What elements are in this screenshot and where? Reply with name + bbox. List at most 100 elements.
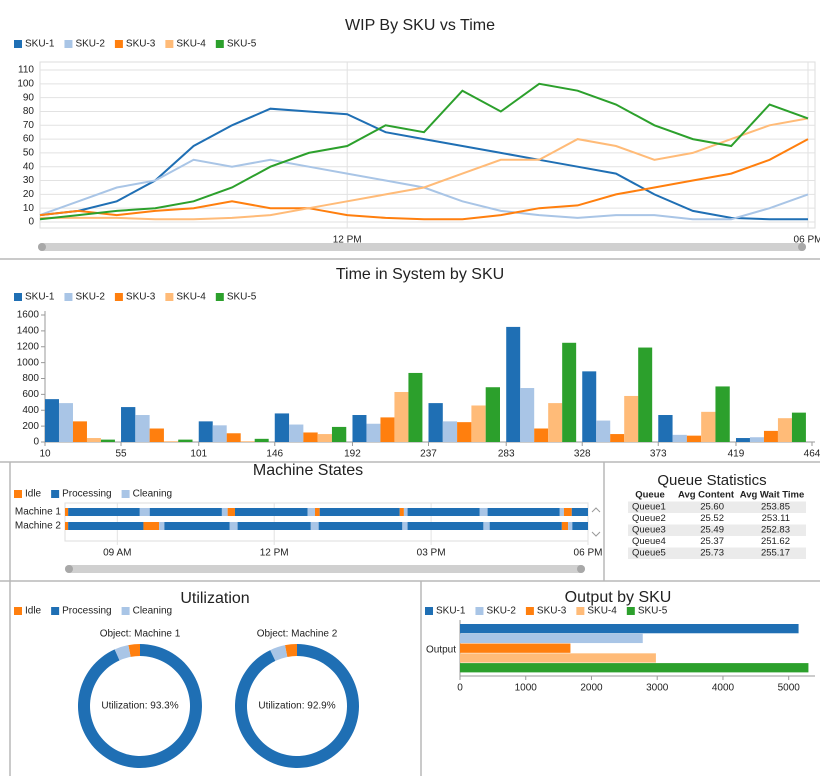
x-tick-label: 101 <box>190 449 207 460</box>
state-segment <box>489 522 562 530</box>
legend-swatch <box>114 40 123 48</box>
table-cell: 252.83 <box>761 525 790 536</box>
table-cell: Queue3 <box>632 525 666 536</box>
bar <box>460 633 643 644</box>
state-segment <box>65 508 69 516</box>
bar <box>735 438 750 442</box>
scrollbar-track <box>38 243 806 251</box>
x-tick-label: 419 <box>728 449 745 460</box>
x-tick-label: 4000 <box>712 683 735 694</box>
bar <box>520 388 535 442</box>
bar <box>86 438 101 442</box>
table-cell: 253.85 <box>761 502 790 513</box>
legend-label: SKU-4 <box>176 39 206 50</box>
table-header: Avg Content <box>678 490 735 501</box>
bar <box>460 643 571 653</box>
bar <box>317 434 332 442</box>
pie-center-label: Utilization: 93.3% <box>101 701 178 712</box>
y-tick-label: 1000 <box>17 357 40 368</box>
state-segment <box>571 508 588 516</box>
legend-label: SKU-4 <box>176 292 206 303</box>
table-header: Queue <box>635 490 665 501</box>
bar <box>749 437 764 442</box>
bar <box>562 342 577 442</box>
bar <box>701 411 716 442</box>
legend-label: Cleaning <box>133 489 172 500</box>
bar <box>534 428 549 442</box>
legend-label: SKU-1 <box>25 292 55 303</box>
legend-swatch <box>14 40 22 48</box>
x-tick-label: 0 <box>457 683 463 694</box>
x-tick-label: 55 <box>115 449 127 460</box>
table-cell: Queue4 <box>632 536 666 547</box>
state-segment <box>402 522 408 530</box>
legend-label: Idle <box>25 606 42 617</box>
legend-swatch <box>114 293 123 301</box>
bar <box>178 439 193 442</box>
y-tick-label: 10 <box>23 203 35 214</box>
legend-swatch <box>51 607 60 615</box>
legend-label: Processing <box>62 606 111 617</box>
bar <box>198 421 213 442</box>
state-segment <box>234 508 308 516</box>
bar <box>506 326 521 442</box>
table-row <box>628 501 806 513</box>
y-tick-label: 200 <box>22 421 39 432</box>
bar <box>72 421 87 442</box>
bar <box>457 422 472 442</box>
state-segment <box>559 508 564 516</box>
x-tick-label: 12 PM <box>260 548 289 559</box>
y-tick-label: 400 <box>22 405 39 416</box>
state-segment <box>314 508 320 516</box>
bar <box>548 403 563 442</box>
state-segment <box>407 508 480 516</box>
series-line <box>40 117 809 221</box>
state-segment <box>572 522 588 530</box>
x-tick-label: 10 <box>39 449 51 460</box>
bar <box>58 403 73 442</box>
bar <box>658 415 673 442</box>
series-line <box>39 138 809 221</box>
bar <box>460 653 656 663</box>
state-segment <box>310 522 319 530</box>
bar <box>366 423 381 442</box>
state-segment <box>483 522 490 530</box>
state-segment <box>407 522 484 530</box>
legend-label: SKU-5 <box>638 606 668 617</box>
legend-label: Idle <box>25 489 42 500</box>
bar <box>331 426 347 442</box>
legend-swatch <box>165 40 174 48</box>
pie-label: Object: Machine 1 <box>100 629 181 640</box>
legend-label: Processing <box>62 489 111 500</box>
y-tick-label: 600 <box>22 389 39 400</box>
bar <box>596 420 611 442</box>
state-segment <box>227 508 235 516</box>
x-tick-label: 1000 <box>515 683 538 694</box>
bar <box>610 434 625 442</box>
legend-swatch <box>525 607 534 615</box>
pie-label: Object: Machine 2 <box>257 629 338 640</box>
bar <box>303 432 318 442</box>
table-cell: 25.49 <box>700 525 724 536</box>
state-segment <box>563 508 572 516</box>
legend-label: SKU-3 <box>126 39 156 50</box>
chart-title: WIP By SKU vs Time <box>345 17 495 34</box>
y-tick-label: Output <box>426 645 456 656</box>
state-segment <box>221 508 228 516</box>
bar <box>471 405 486 442</box>
scrollbar-handle <box>65 565 73 573</box>
legend-label: Cleaning <box>133 606 172 617</box>
donut-segment <box>128 644 140 657</box>
bar <box>442 421 458 442</box>
table-cell: 25.73 <box>700 548 724 559</box>
legend-swatch <box>121 490 130 498</box>
x-tick-label: 237 <box>420 449 437 460</box>
state-segment <box>68 508 140 516</box>
y-tick-label: 0 <box>28 217 34 228</box>
x-tick-label: 283 <box>498 449 515 460</box>
state-segment <box>68 522 144 530</box>
x-tick-label: 09 AM <box>103 548 131 559</box>
scrollbar-handle <box>798 243 806 251</box>
bar <box>135 415 150 442</box>
bar <box>212 425 227 442</box>
